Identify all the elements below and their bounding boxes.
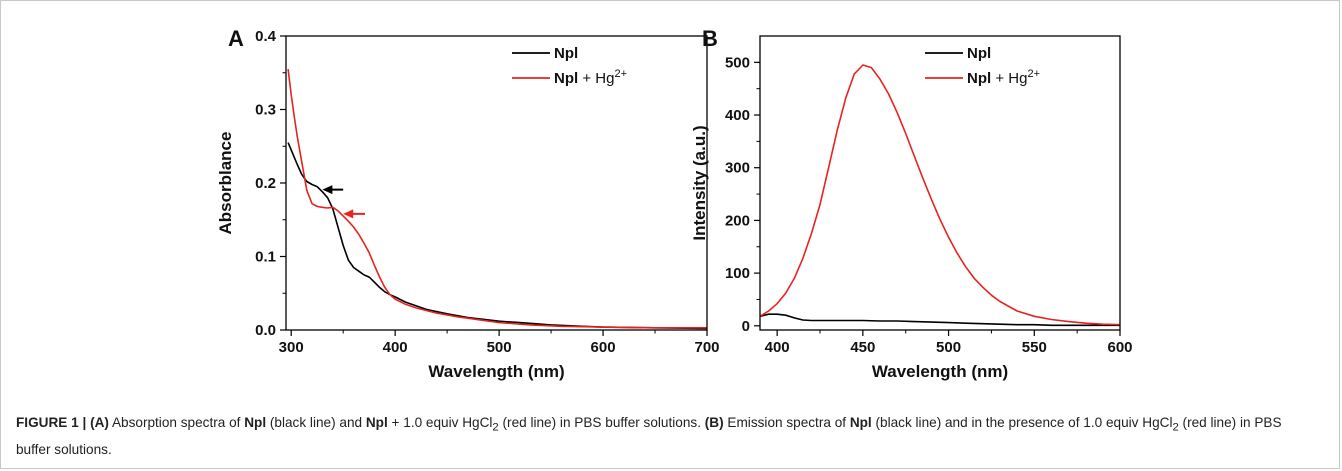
x-tick-label: 450 [850, 339, 875, 356]
x-axis-title: Wavelength (nm) [872, 362, 1008, 381]
caption-subscript: 2 [1172, 421, 1179, 434]
legend-entry: Npl + Hg2+ [554, 68, 627, 87]
y-tick-label: 0.2 [255, 175, 276, 192]
panel-label: A [228, 26, 244, 51]
x-tick-label: 500 [936, 339, 961, 356]
caption-text: (red line) in PBS buffer solutions. [498, 415, 705, 430]
figure-chart-canvas: A 300 400 500 600 700 0.0 0.1 0.2 0.3 0.4 Wavelengt… [216, 26, 1133, 381]
y-tick-label: 0.3 [255, 102, 276, 119]
caption-text: Absorption spectra of [108, 415, 245, 430]
caption-compound: Npl [365, 415, 388, 430]
caption-panel-b-tag: (B) [704, 415, 724, 430]
y-tick-label: 500 [725, 54, 750, 71]
x-tick-label: 700 [694, 339, 719, 356]
caption-subscript: 2 [492, 421, 499, 434]
series-line [287, 69, 707, 329]
x-tick-label: 400 [383, 339, 408, 356]
annotation-arrow-head [322, 185, 333, 195]
y-tick-label: 200 [725, 212, 750, 229]
panel-label: B [702, 26, 718, 51]
y-axis-title: Absorblance [216, 132, 235, 235]
legend-entry: Npl + Hg2+ [967, 68, 1040, 87]
plot-frame [759, 35, 1121, 331]
y-tick-label: 400 [725, 107, 750, 124]
x-tick-label: 300 [279, 339, 304, 356]
caption-text: Emission spectra of [723, 415, 850, 430]
caption-text: (black line) and in the presence of 1.0 … [871, 415, 1173, 430]
y-tick-label: 0.1 [255, 249, 276, 266]
figure-caption: FIGURE 1 | (A) Absorption spectra of Npl… [16, 412, 1316, 460]
x-tick-label: 500 [487, 339, 512, 356]
caption-compound: Npl [244, 415, 267, 430]
series-line [760, 313, 1120, 327]
y-tick-label: 100 [725, 265, 750, 282]
caption-panel-a-tag: (A) [90, 415, 109, 430]
figure-label: FIGURE 1 | [16, 415, 91, 430]
series-line [760, 64, 1120, 326]
x-tick-label: 400 [765, 339, 790, 356]
x-tick-label: 600 [1107, 339, 1132, 356]
y-tick-label: 300 [725, 160, 750, 177]
y-tick-label: 0.0 [255, 322, 276, 339]
y-tick-label: 0 [742, 318, 750, 335]
annotation-arrow-head [343, 209, 354, 219]
caption-text: + 1.0 equiv HgCl [387, 415, 493, 430]
plot-frame [285, 35, 708, 331]
x-axis-title: Wavelength (nm) [428, 362, 564, 381]
legend-entry: Npl [554, 45, 578, 62]
x-tick-label: 600 [591, 339, 616, 356]
series-line [287, 142, 707, 330]
legend-entry: Npl [967, 45, 991, 62]
y-tick-label: 0.4 [255, 28, 277, 45]
chart-panel-a: A 300 400 500 600 700 0.0 0.1 0.2 0.3 0.4 Wavelengt… [216, 26, 720, 381]
x-tick-label: 550 [1022, 339, 1047, 356]
caption-text: (black line) and [266, 415, 366, 430]
y-axis-title: Intensity (a.u.) [690, 125, 709, 240]
chart-panel-b: B 400 450 500 550 600 0 100 200 300 400 500 Waveleng… [690, 26, 1133, 381]
caption-text: (red line) in PBS buffer solutions. [16, 415, 1282, 457]
caption-compound: Npl [849, 415, 872, 430]
